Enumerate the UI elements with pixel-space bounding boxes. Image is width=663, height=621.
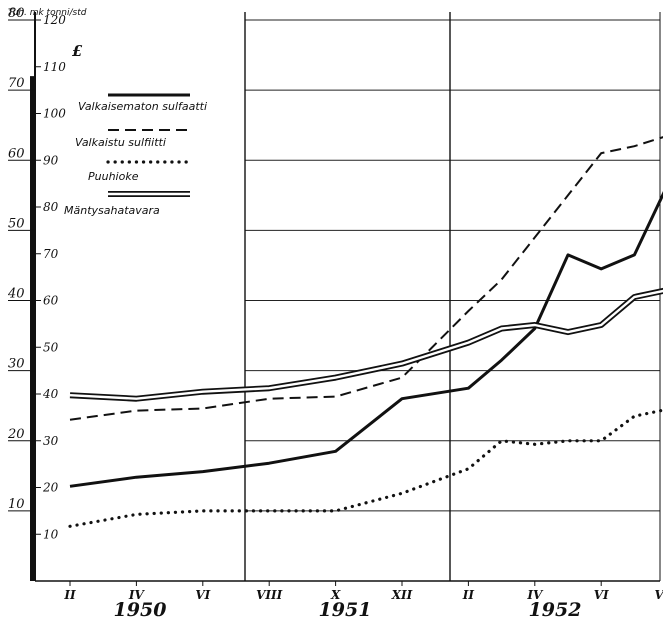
y2-tick-label: 120 xyxy=(43,13,66,27)
series-lines xyxy=(68,136,663,528)
x-tick-label: IV xyxy=(526,588,544,602)
y-tick-label: 70 xyxy=(8,76,25,91)
x-tick-label: II xyxy=(462,588,475,602)
y2-tick-label: 110 xyxy=(43,60,66,74)
plot-frame xyxy=(30,12,661,582)
y-tick-label: 80 xyxy=(8,6,25,21)
y2-tick-label: 20 xyxy=(42,481,59,495)
legend-label: Valkaistu sulfiitti xyxy=(75,136,166,149)
y2-tick-label: 90 xyxy=(43,153,59,167)
x-tick-label: VIII xyxy=(655,588,663,602)
year-label: 1950 xyxy=(114,599,167,621)
x-tick-label: IV xyxy=(128,588,146,602)
y-tick-label: 10 xyxy=(8,497,25,512)
secondary-axis-label: £ xyxy=(72,42,83,60)
y2-tick-label: 100 xyxy=(43,107,66,121)
x-tick-label: VI xyxy=(594,588,609,602)
series-line-puuhioke xyxy=(68,408,663,528)
series-line-valkaisematon-sulfaatti xyxy=(69,191,663,488)
y-tick-label: 50 xyxy=(8,216,25,231)
x-axis: IIIVVIVIIIXXIIIIIVVIVIIIXXIIIIIVVIVIIIXX… xyxy=(63,581,663,621)
y2-tick-label: 80 xyxy=(43,200,59,214)
grid-lines xyxy=(244,12,660,581)
y-axis-left: 10 20 30 40 50 60 70 80 xyxy=(7,6,35,512)
y-axis-label: Tuh. mk tonni/std xyxy=(8,8,87,18)
y-tick-label: 20 xyxy=(7,427,25,442)
y2-tick-label: 50 xyxy=(43,340,59,354)
x-tick-label: X xyxy=(330,588,341,602)
legend-label: Valkaisematon sulfaatti xyxy=(78,100,207,113)
year-label: 1952 xyxy=(529,599,582,621)
year-label: 1951 xyxy=(319,599,372,621)
x-tick-label: VIII xyxy=(256,588,283,602)
x-tick-label: II xyxy=(63,588,76,602)
legend: Valkaisematon sulfaatti Valkaistu sulfiit… xyxy=(64,93,207,217)
y-tick-label: 40 xyxy=(7,287,25,302)
y2-tick-label: 70 xyxy=(43,247,59,261)
y2-tick-label: 40 xyxy=(42,387,59,401)
y2-tick-label: 10 xyxy=(43,527,59,541)
x-tick-label: XII xyxy=(391,588,413,602)
y-tick-label: 30 xyxy=(8,357,25,372)
y-axis-secondary: 10 20 30 40 50 60 70 80 90 100 110 120 xyxy=(35,13,66,541)
y-tick-label: 60 xyxy=(8,146,25,161)
series-line-valkaistu-sulfiitti xyxy=(69,136,663,421)
legend-label: Puuhioke xyxy=(88,170,139,183)
y2-tick-label: 30 xyxy=(43,434,59,448)
legend-label: Mäntysahatavara xyxy=(64,204,160,217)
series-line-m-ntysahatavara-inner xyxy=(69,289,663,400)
y2-tick-label: 60 xyxy=(43,294,59,308)
x-tick-label: VI xyxy=(195,588,210,602)
